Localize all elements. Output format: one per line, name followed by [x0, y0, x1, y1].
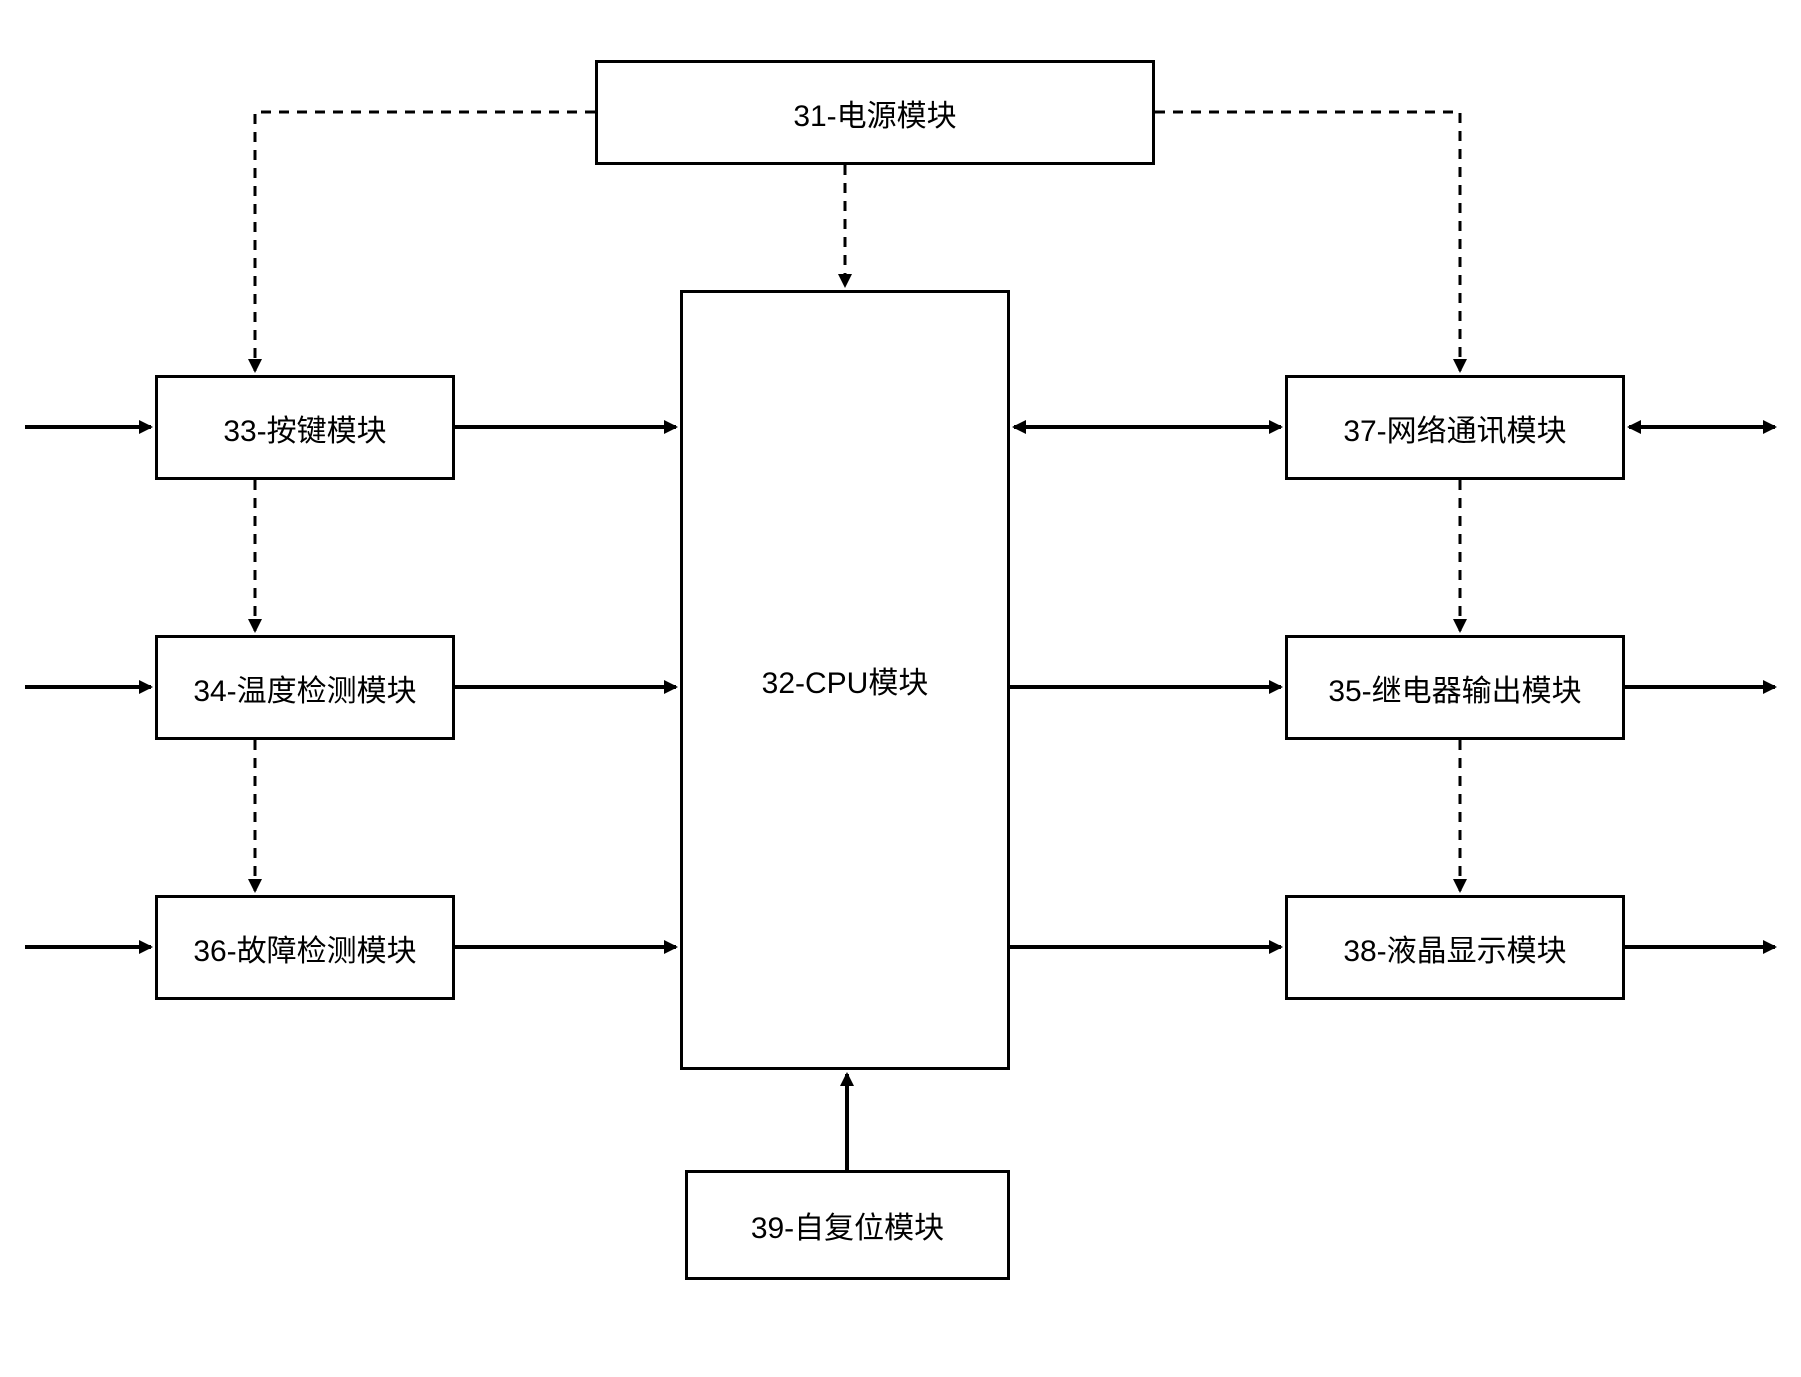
node-network-comm: 37-网络通讯模块: [1285, 375, 1625, 480]
node-network-label: 37-网络通讯模块: [1343, 406, 1566, 450]
node-power: 31-电源模块: [595, 60, 1155, 165]
node-temp-detect: 34-温度检测模块: [155, 635, 455, 740]
node-temp-label: 34-温度检测模块: [193, 666, 416, 710]
node-lcd-display: 38-液晶显示模块: [1285, 895, 1625, 1000]
node-self-reset: 39-自复位模块: [685, 1170, 1010, 1280]
node-button-label: 33-按键模块: [223, 406, 386, 450]
node-cpu: 32-CPU模块: [680, 290, 1010, 1070]
node-fault-detect: 36-故障检测模块: [155, 895, 455, 1000]
node-button-module: 33-按键模块: [155, 375, 455, 480]
node-power-label: 31-电源模块: [793, 91, 956, 135]
node-cpu-label: 32-CPU模块: [762, 658, 929, 702]
node-relay-label: 35-继电器输出模块: [1328, 666, 1581, 710]
node-lcd-label: 38-液晶显示模块: [1343, 926, 1566, 970]
edge-power-button: [255, 112, 595, 371]
edge-power-network: [1155, 112, 1460, 371]
node-fault-label: 36-故障检测模块: [193, 926, 416, 970]
block-diagram: 31-电源模块 32-CPU模块 33-按键模块 34-温度检测模块 36-故障…: [0, 0, 1801, 1377]
node-relay-output: 35-继电器输出模块: [1285, 635, 1625, 740]
node-reset-label: 39-自复位模块: [751, 1203, 944, 1247]
